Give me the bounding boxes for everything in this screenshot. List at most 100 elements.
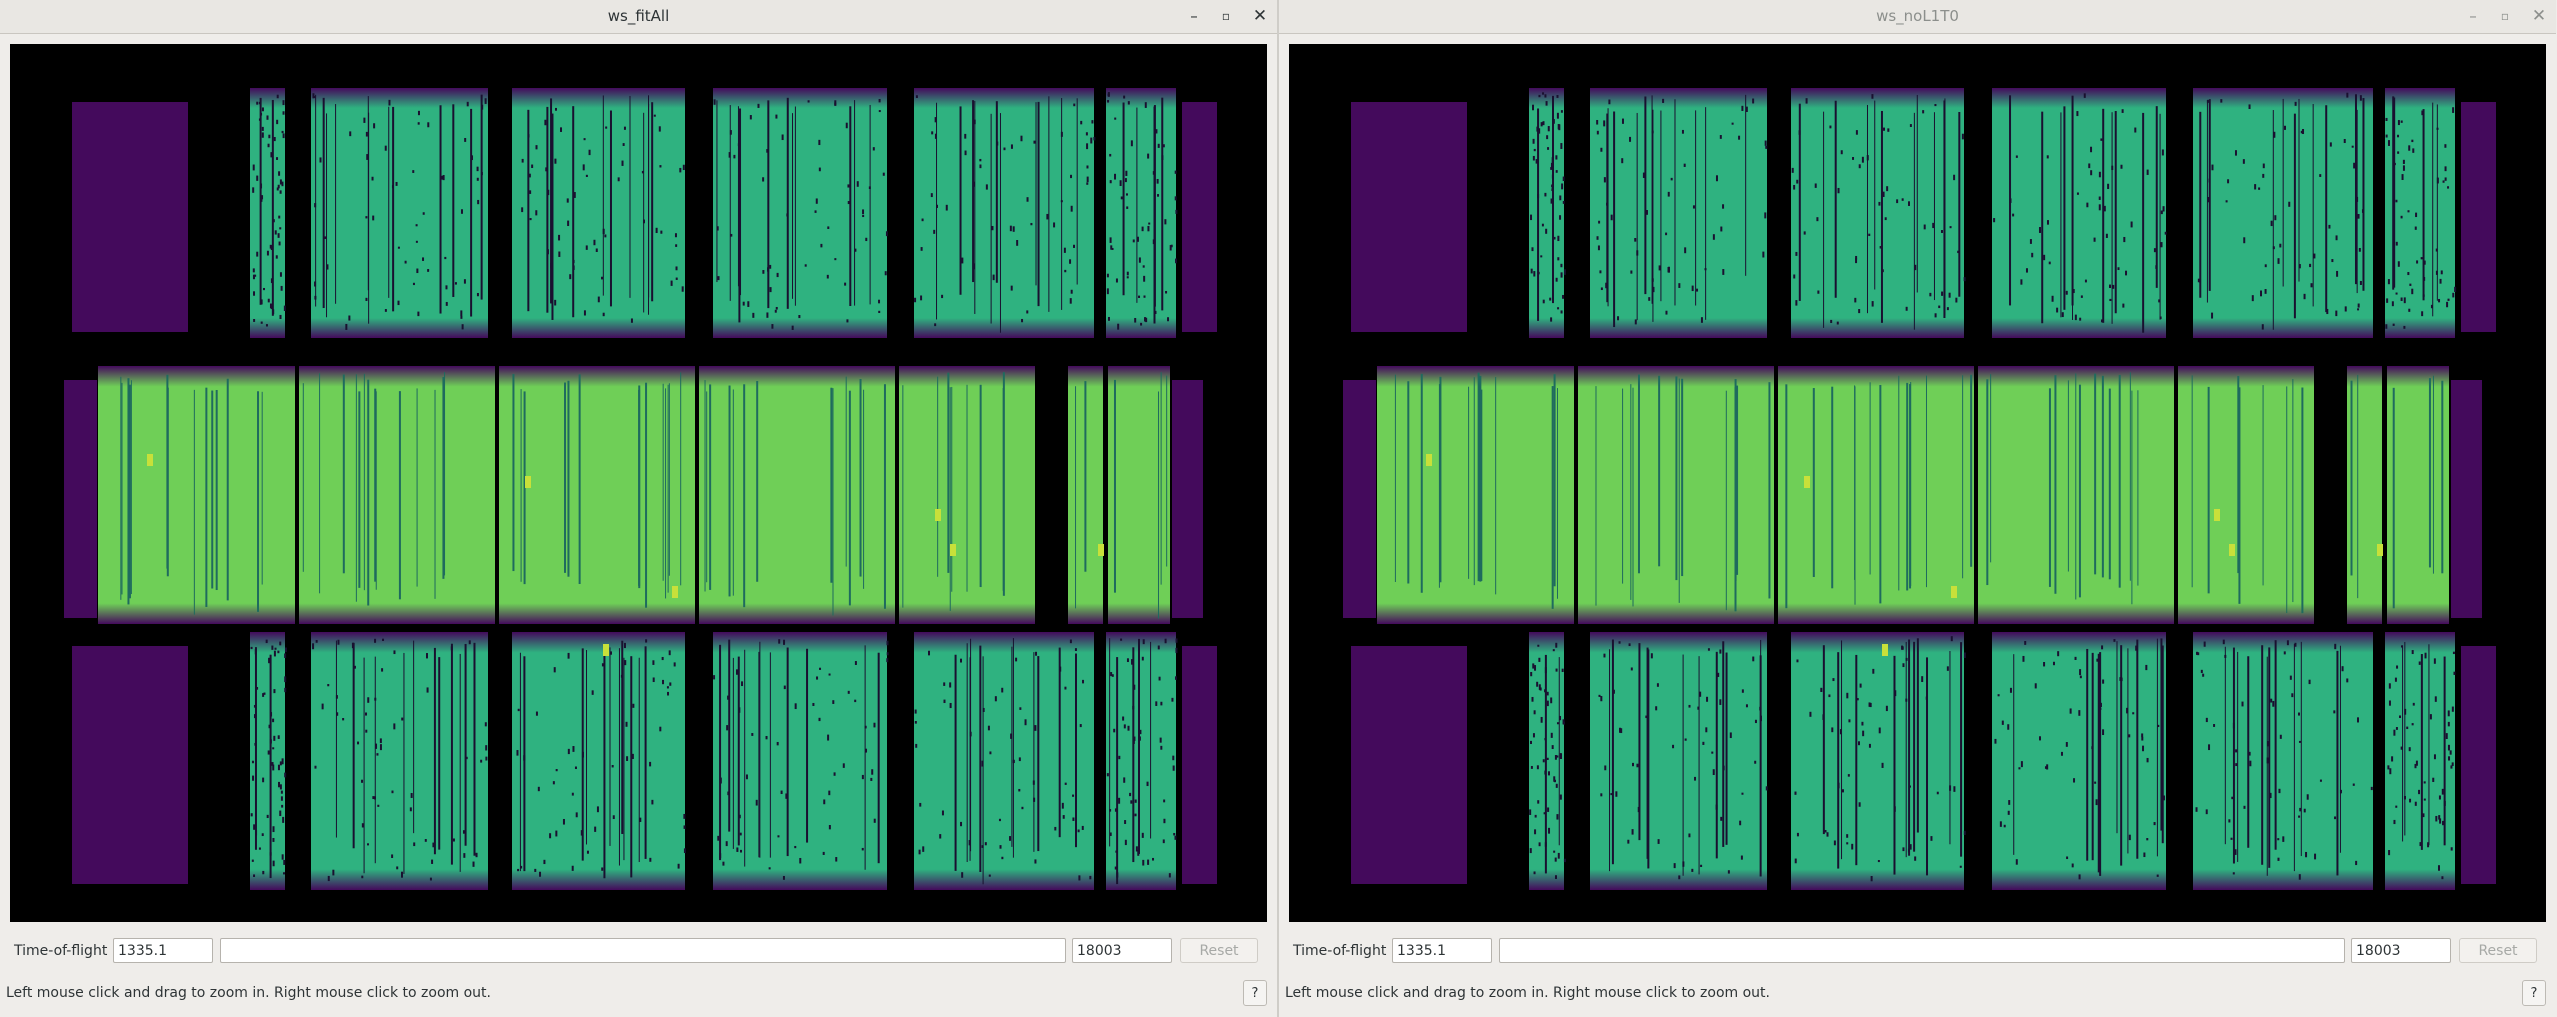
noise-speck [282,816,285,823]
detector-image[interactable] [1289,44,2546,922]
detector-canvas[interactable] [10,44,1267,922]
noise-speck [2329,142,2332,147]
tof-max-input[interactable] [2351,938,2451,963]
window-title: ws_fitAll [607,7,670,25]
dead-tube [392,106,395,312]
noise-speck [1833,840,1836,846]
noise-speck [2343,138,2346,144]
dead-tube [269,654,272,879]
maximize-icon[interactable]: ▫ [1221,9,1231,23]
dead-tube [1002,388,1004,591]
maximize-icon[interactable]: ▫ [2500,9,2510,23]
noise-speck [2438,795,2441,800]
noise-speck [677,863,680,869]
noise-speck [1081,825,1084,830]
tof-min-input[interactable] [1392,938,1492,963]
dead-tube [358,391,361,588]
dead-tube [335,640,337,838]
noise-speck [1729,732,1732,739]
noise-speck [949,682,952,688]
noise-speck [2356,196,2359,202]
noise-speck [1106,273,1109,278]
noise-speck [2105,233,2108,238]
dead-tube [769,652,771,858]
noise-speck [1652,286,1655,293]
noise-speck [253,704,256,708]
noise-speck [1538,842,1541,847]
noise-speck [277,764,280,771]
noise-speck [2248,751,2251,756]
noise-speck [281,804,284,808]
close-icon[interactable]: ✕ [2531,6,2547,26]
noise-speck [265,324,268,327]
noise-speck [1809,711,1812,717]
noise-speck [1796,832,1799,837]
noise-speck [2359,95,2362,101]
help-button[interactable]: ? [1243,980,1267,1006]
tof-max-input[interactable] [1072,938,1172,963]
noise-speck [755,799,758,806]
noise-speck [1551,174,1554,179]
noise-speck [2213,724,2216,727]
noise-speck [766,149,769,153]
noise-speck [2162,795,2165,801]
title-bar[interactable]: ws_noL1T0 – ▫ ✕ [1279,0,2556,34]
noise-speck [2386,298,2389,303]
noise-speck [391,790,394,794]
noise-speck [1551,745,1554,750]
noise-speck [842,763,845,768]
tof-range-slider[interactable] [220,938,1066,963]
minimize-icon[interactable]: – [2469,7,2477,25]
noise-speck [1560,272,1563,278]
noise-speck [1175,209,1178,214]
minimize-icon[interactable]: – [1190,7,1198,25]
dead-tube [1913,112,1915,330]
noise-speck [555,769,558,772]
noise-speck [1881,269,1884,273]
noise-speck [535,711,538,716]
noise-speck [1881,762,1884,768]
noise-speck [1620,728,1623,734]
dead-tube [403,652,405,874]
noise-speck [1562,200,1565,204]
noise-speck [2351,145,2354,148]
dead-tube [459,653,461,872]
title-bar[interactable]: ws_fitAll – ▫ ✕ [0,0,1277,34]
dead-tube [1061,98,1063,310]
noise-speck [1118,797,1121,804]
noise-speck [2225,200,2228,203]
bragg-peak [147,454,153,466]
detector-canvas[interactable] [1289,44,2546,922]
noise-speck [2421,311,2424,317]
help-button[interactable]: ? [2522,980,2546,1006]
tof-range-slider[interactable] [1499,938,2345,963]
noise-speck [324,236,327,239]
noise-speck [276,157,279,160]
noise-speck [2412,148,2415,153]
detector-image[interactable] [10,44,1267,922]
dead-tube [849,106,852,307]
dead-tube [2207,386,2210,594]
noise-speck [1856,698,1859,701]
noise-speck [1127,101,1130,105]
reset-button[interactable]: Reset [2459,938,2537,963]
close-icon[interactable]: ✕ [1252,6,1268,26]
noise-speck [2007,810,2010,815]
noise-speck [791,325,794,330]
noise-speck [1162,839,1165,844]
tof-min-input[interactable] [113,938,213,963]
noise-speck [742,301,745,306]
noise-speck [658,126,661,132]
dead-tube [2282,98,2284,287]
noise-speck [2444,166,2447,172]
noise-speck [426,687,429,693]
noise-speck [814,210,817,213]
noise-speck [878,310,881,314]
detector-bank [1108,366,1170,624]
dead-tube [1725,652,1728,845]
noise-speck [2153,248,2156,253]
noise-speck [847,201,850,205]
reset-button[interactable]: Reset [1180,938,1258,963]
noise-speck [2080,295,2083,298]
dead-tube [374,656,376,864]
